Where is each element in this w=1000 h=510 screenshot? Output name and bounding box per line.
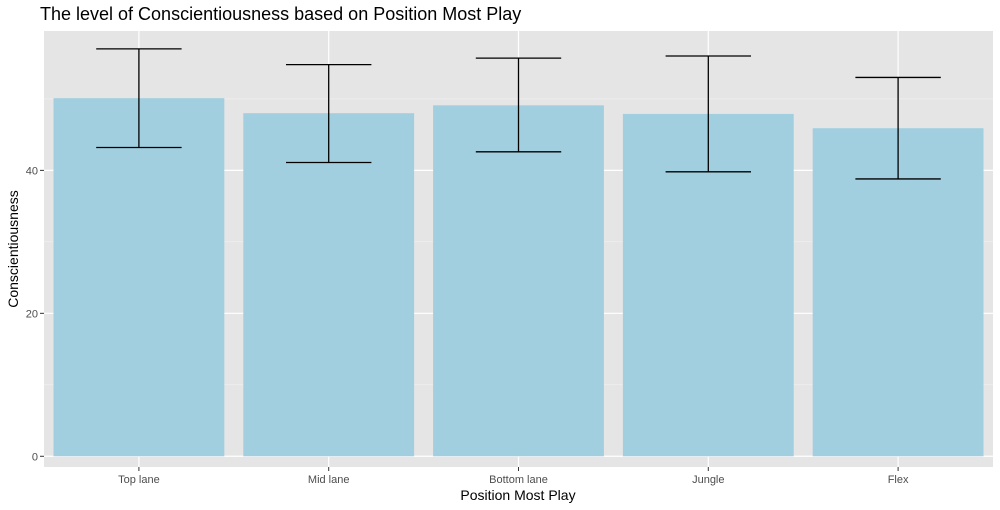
bar-top-lane — [53, 98, 225, 457]
chart-title: The level of Conscientiousness based on … — [40, 4, 521, 24]
y-tick-label: 40 — [26, 165, 38, 177]
x-axis-ticks: Top lane Mid lane Bottom lane Jungle Flex — [118, 467, 909, 486]
error-bar — [96, 48, 182, 149]
bars — [53, 98, 984, 457]
y-tick-label: 0 — [32, 451, 38, 463]
x-axis-title: Position Most Play — [460, 487, 575, 503]
x-tick-label: Bottom lane — [489, 474, 548, 486]
x-tick-label: Flex — [888, 474, 909, 486]
bar-flex — [812, 128, 984, 457]
y-tick-label: 20 — [26, 308, 38, 320]
x-tick-label: Jungle — [692, 474, 724, 486]
error-bar — [475, 57, 562, 153]
bar-mid-lane — [243, 113, 415, 457]
bar-bottom-lane — [433, 105, 604, 457]
error-bar — [665, 55, 752, 173]
error-bar — [855, 76, 941, 180]
y-axis-title: Conscientiousness — [5, 190, 21, 308]
error-bars — [96, 48, 941, 180]
x-tick-label: Mid lane — [308, 474, 350, 486]
error-bar — [285, 63, 372, 164]
y-axis-ticks: 0 20 40 — [26, 165, 44, 463]
x-tick-label: Top lane — [118, 474, 160, 486]
